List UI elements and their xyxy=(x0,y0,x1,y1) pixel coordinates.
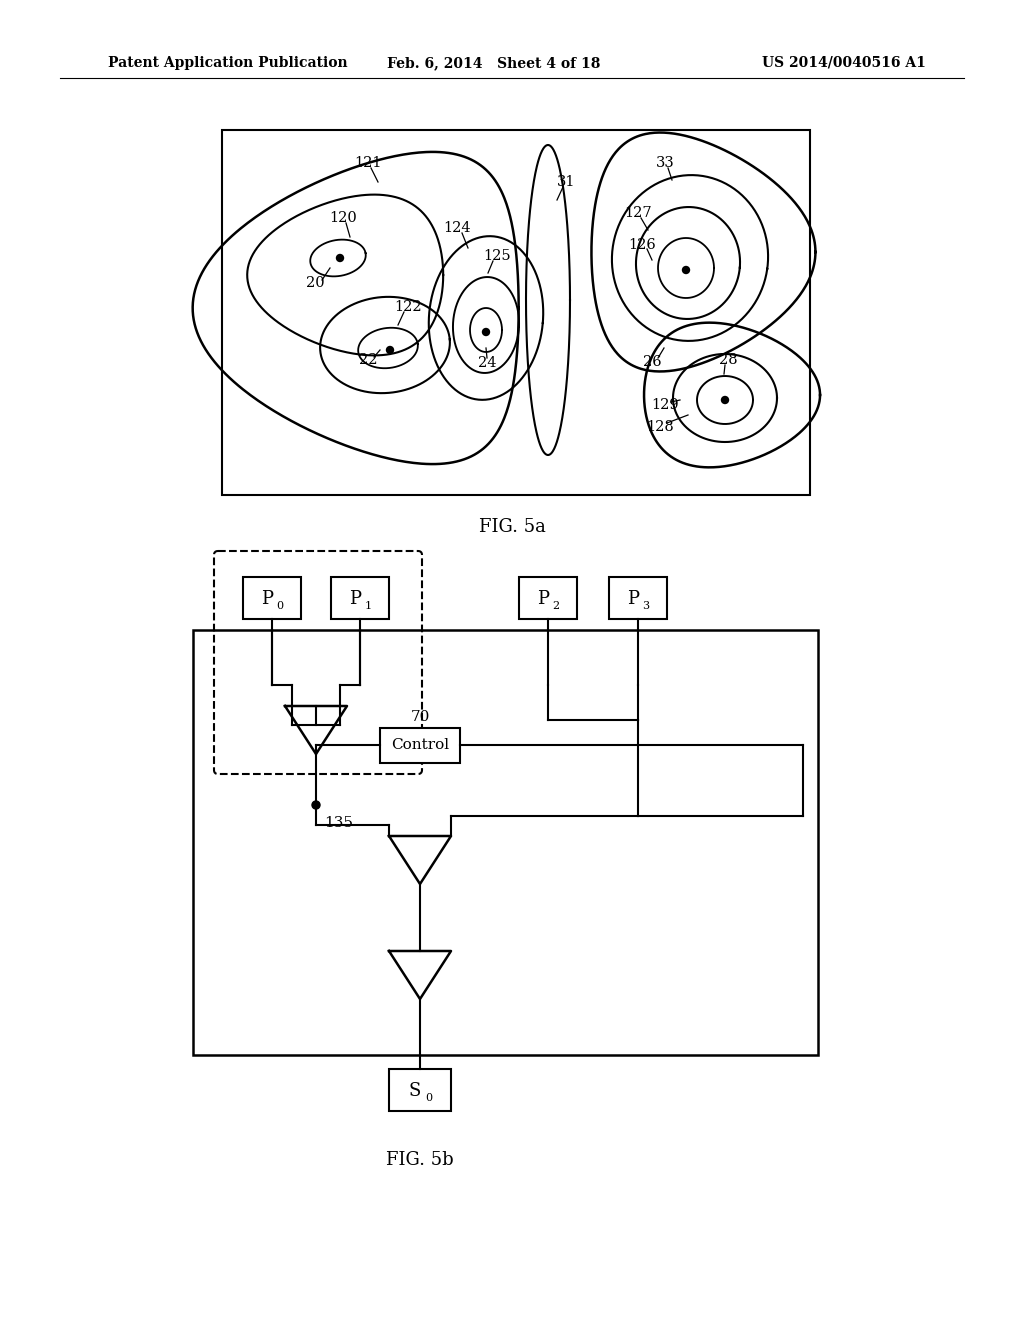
Text: 120: 120 xyxy=(329,211,357,224)
Circle shape xyxy=(312,801,319,809)
Text: 0: 0 xyxy=(276,601,284,611)
Text: 31: 31 xyxy=(557,176,575,189)
Circle shape xyxy=(683,267,689,273)
Text: 0: 0 xyxy=(425,1093,432,1104)
Text: Patent Application Publication: Patent Application Publication xyxy=(108,55,347,70)
Bar xyxy=(389,1069,451,1111)
Text: 22: 22 xyxy=(358,352,377,367)
Text: FIG. 5a: FIG. 5a xyxy=(478,517,546,536)
Text: 129: 129 xyxy=(651,399,679,412)
Text: Control: Control xyxy=(391,738,450,752)
Text: 2: 2 xyxy=(552,601,559,611)
Circle shape xyxy=(482,329,489,335)
Text: 125: 125 xyxy=(483,249,511,263)
Text: P: P xyxy=(261,590,273,609)
Circle shape xyxy=(386,346,393,354)
Text: 3: 3 xyxy=(642,601,649,611)
Text: P: P xyxy=(537,590,549,609)
Text: 124: 124 xyxy=(443,220,471,235)
Bar xyxy=(193,630,818,1055)
Text: 122: 122 xyxy=(394,300,422,314)
Text: US 2014/0040516 A1: US 2014/0040516 A1 xyxy=(762,55,926,70)
Text: FIG. 5b: FIG. 5b xyxy=(386,1151,454,1170)
Text: 26: 26 xyxy=(643,355,662,370)
Text: P: P xyxy=(349,590,361,609)
Bar xyxy=(243,577,301,619)
Text: 128: 128 xyxy=(646,420,674,434)
Bar xyxy=(222,129,810,495)
Circle shape xyxy=(337,255,343,261)
Text: 20: 20 xyxy=(306,276,325,290)
Text: P: P xyxy=(627,590,639,609)
Bar xyxy=(519,577,577,619)
Bar xyxy=(331,577,389,619)
Text: 1: 1 xyxy=(365,601,372,611)
Text: S: S xyxy=(409,1082,421,1100)
Circle shape xyxy=(722,396,728,404)
Bar xyxy=(380,727,460,763)
Text: 127: 127 xyxy=(625,206,652,220)
Text: 24: 24 xyxy=(478,356,497,370)
Text: 70: 70 xyxy=(411,710,430,723)
Text: Feb. 6, 2014   Sheet 4 of 18: Feb. 6, 2014 Sheet 4 of 18 xyxy=(387,55,600,70)
Text: 121: 121 xyxy=(354,156,382,170)
Text: 33: 33 xyxy=(655,156,675,170)
Text: 126: 126 xyxy=(628,238,656,252)
Text: 28: 28 xyxy=(719,352,737,367)
Bar xyxy=(609,577,667,619)
Text: 135: 135 xyxy=(324,816,353,830)
